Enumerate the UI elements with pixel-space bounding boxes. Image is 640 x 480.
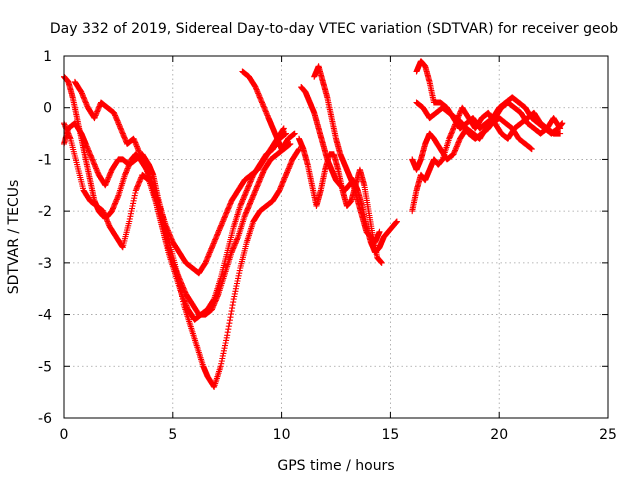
series-points	[311, 63, 383, 246]
x-tick-label: 20	[490, 427, 508, 443]
y-tick-label: -6	[38, 411, 52, 427]
data-markers	[61, 58, 566, 390]
series-segment-h	[311, 63, 383, 246]
y-tick-label: -4	[38, 308, 52, 324]
series-segment-l	[409, 104, 564, 215]
x-tick-label: 0	[60, 427, 69, 443]
series-points	[409, 104, 564, 215]
series-points	[71, 78, 287, 277]
x-tick-label: 10	[273, 427, 291, 443]
chart-title: Day 332 of 2019, Sidereal Day-to-day VTE…	[50, 21, 618, 37]
series-segment-d	[71, 78, 287, 277]
y-tick-label: -5	[38, 359, 52, 375]
axis-ticks: 0 5 10 15 20 25 -6 -5 -4 -3 -2 -1 0 1	[38, 49, 617, 443]
series-points	[239, 68, 298, 153]
x-axis-label: GPS time / hours	[277, 458, 394, 474]
y-tick-label: 0	[43, 101, 52, 117]
x-tick-label: 25	[599, 427, 617, 443]
plot-frame	[63, 55, 609, 419]
x-tick-label: 15	[381, 427, 399, 443]
y-tick-label: -3	[38, 256, 52, 272]
y-tick-label: 1	[43, 49, 52, 65]
y-axis-label: SDTVAR / TECUs	[6, 180, 22, 295]
x-tick-label: 5	[168, 427, 177, 443]
y-tick-label: -1	[38, 152, 52, 168]
y-tick-label: -2	[38, 204, 52, 220]
grid	[64, 56, 608, 418]
series-segment-e	[239, 68, 298, 153]
